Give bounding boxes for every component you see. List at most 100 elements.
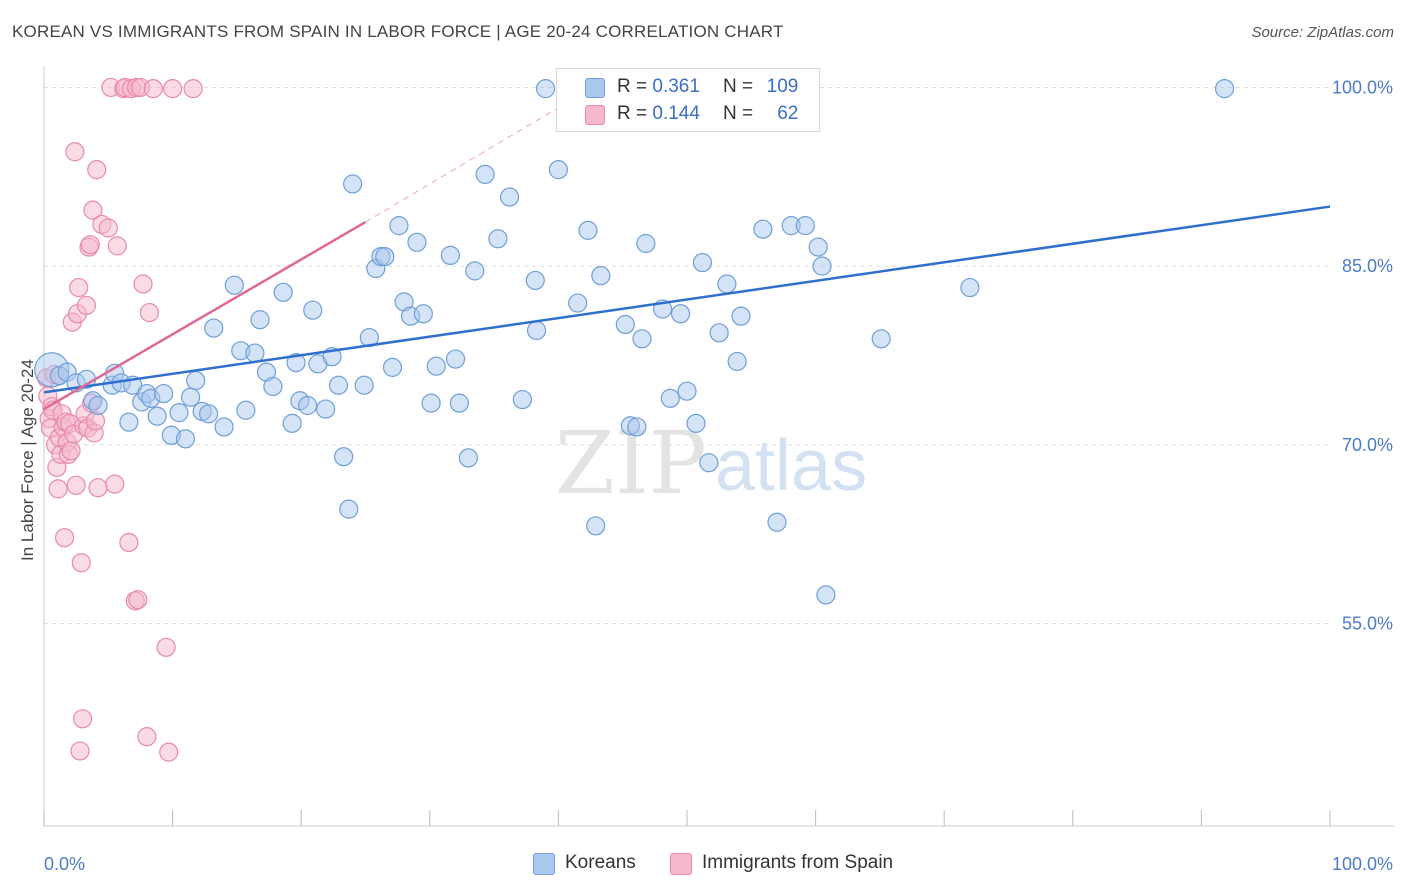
- data-point-korean: [488, 229, 508, 249]
- data-point-korean: [632, 329, 652, 349]
- legend-r-label: R =: [617, 103, 653, 124]
- data-point-korean: [273, 282, 293, 302]
- data-point-spain: [76, 295, 97, 316]
- data-point-spain: [54, 528, 75, 548]
- data-point-korean: [816, 585, 836, 605]
- data-point-spain: [119, 532, 139, 553]
- data-point-korean: [354, 375, 374, 395]
- data-point-korean: [303, 300, 323, 320]
- data-point-korean: [512, 389, 532, 410]
- data-point-spain: [156, 637, 176, 657]
- data-point-korean: [449, 393, 469, 413]
- data-point-korean: [960, 277, 980, 298]
- data-point-korean: [343, 174, 363, 194]
- data-point-korean: [686, 413, 706, 433]
- data-point-korean: [204, 318, 224, 338]
- data-point-spain: [105, 474, 125, 494]
- data-point-korean: [413, 304, 433, 324]
- trend-line-koreans: [43, 205, 1331, 394]
- data-point-spain: [133, 274, 153, 294]
- bottom-legend-swatch-koreans: [533, 853, 555, 875]
- data-point-korean: [465, 261, 485, 281]
- data-point-spain: [137, 727, 157, 747]
- data-point-korean: [591, 266, 611, 286]
- data-point-korean: [175, 429, 196, 449]
- legend-row-koreans: R = 0.361 N = 109: [557, 74, 819, 100]
- data-point-korean: [119, 412, 139, 432]
- data-point-korean: [282, 413, 302, 433]
- data-point-korean: [578, 220, 598, 240]
- data-point-korean: [526, 320, 547, 341]
- data-point-spain: [65, 142, 85, 162]
- legend-row-spain: R = 0.144 N = 62: [557, 101, 819, 127]
- data-point-korean: [389, 216, 409, 236]
- trend-line-spain: [43, 220, 367, 411]
- watermark-atlas: atlas: [715, 426, 867, 506]
- correlation-legend: R = 0.361 N = 109 R = 0.144 N = 62: [556, 68, 820, 132]
- data-point-korean: [169, 403, 189, 423]
- data-point-spain: [139, 302, 160, 323]
- data-point-spain: [128, 590, 148, 610]
- data-point-korean: [245, 343, 265, 363]
- data-point-korean: [753, 219, 773, 239]
- data-point-korean: [568, 293, 588, 313]
- y-tick-label: 55.0%: [1342, 613, 1393, 633]
- data-point-korean: [286, 353, 306, 373]
- data-point-korean: [699, 453, 719, 473]
- data-point-korean: [334, 447, 354, 467]
- data-point-spain: [163, 79, 183, 99]
- data-point-korean: [88, 395, 108, 416]
- legend-n-label: N =: [723, 76, 759, 97]
- data-point-spain: [48, 479, 68, 499]
- data-point-korean: [440, 245, 460, 266]
- data-point-korean: [458, 448, 478, 468]
- data-point-korean: [709, 323, 729, 343]
- data-point-korean: [199, 404, 219, 424]
- legend-r-label: R =: [617, 76, 653, 97]
- data-point-spain: [107, 236, 127, 256]
- legend-n-value: 62: [777, 103, 799, 124]
- data-point-korean: [812, 256, 832, 276]
- data-point-korean: [615, 314, 635, 335]
- data-point-korean: [871, 329, 891, 349]
- data-point-korean: [808, 237, 828, 257]
- data-point-spain: [98, 218, 118, 238]
- legend-r-value: 0.361: [652, 76, 700, 97]
- data-point-spain: [71, 553, 91, 573]
- y-tick-label: 70.0%: [1342, 435, 1393, 455]
- data-point-spain: [66, 475, 86, 495]
- chart-title: KOREAN VS IMMIGRANTS FROM SPAIN IN LABOR…: [12, 22, 784, 41]
- data-point-korean: [1214, 79, 1235, 99]
- data-point-korean: [316, 399, 336, 419]
- data-point-korean: [328, 375, 349, 395]
- y-tick-label: 85.0%: [1342, 256, 1393, 276]
- series-koreans: [34, 79, 1235, 605]
- data-point-korean: [767, 512, 787, 532]
- data-point-korean: [677, 381, 697, 401]
- bottom-legend-swatch-spain: [670, 853, 692, 875]
- data-point-korean: [407, 232, 427, 252]
- legend-swatch-spain: [585, 105, 605, 125]
- axes: [43, 66, 1394, 827]
- data-point-korean: [475, 164, 495, 185]
- data-point-korean: [263, 376, 283, 397]
- data-point-korean: [214, 417, 234, 437]
- data-point-korean: [421, 393, 441, 413]
- data-point-korean: [298, 395, 318, 416]
- legend-n-value: 109: [766, 76, 799, 97]
- data-point-korean: [525, 270, 545, 291]
- data-point-korean: [250, 310, 270, 330]
- data-point-korean: [717, 274, 737, 294]
- data-point-spain: [87, 160, 107, 180]
- data-point-spain: [143, 79, 163, 99]
- data-point-korean: [731, 306, 751, 326]
- data-point-spain: [69, 277, 89, 298]
- data-point-spain: [159, 742, 179, 762]
- series-immigrants-from-spain: [36, 77, 203, 762]
- data-point-spain: [70, 741, 90, 761]
- data-point-korean: [535, 79, 556, 99]
- bottom-legend-label-koreans: Koreans: [565, 852, 636, 873]
- data-point-korean: [627, 417, 647, 437]
- source-label: Source: ZipAtlas.com: [1251, 24, 1394, 41]
